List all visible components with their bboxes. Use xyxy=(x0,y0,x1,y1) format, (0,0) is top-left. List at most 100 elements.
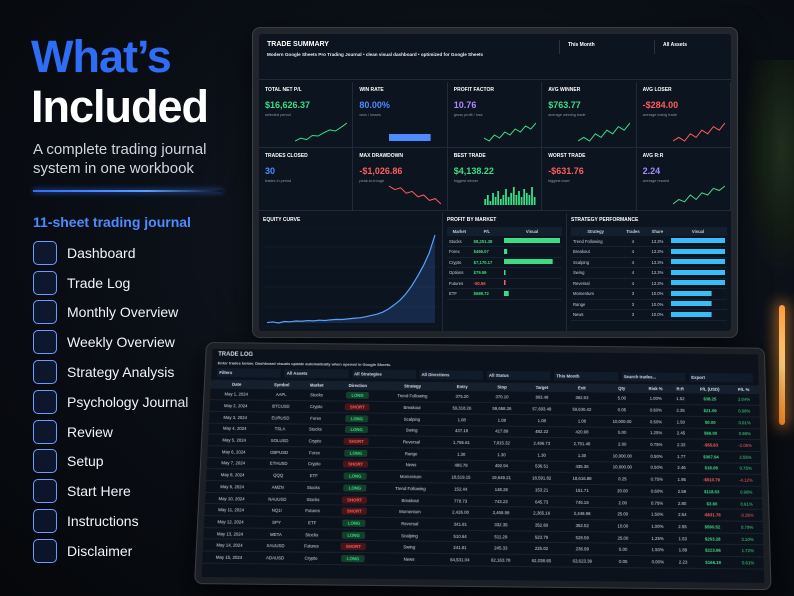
kpi-value: 80.00% xyxy=(359,100,390,110)
sheet-item: Setup xyxy=(33,447,188,477)
cell: $166.19 xyxy=(693,556,733,569)
cell: LONG xyxy=(332,389,383,402)
cell: 0.75% xyxy=(642,473,672,486)
strategy-row: Swing 4 13.3% xyxy=(571,267,727,279)
spark-bar xyxy=(497,191,499,205)
cell: Futures xyxy=(296,504,330,517)
share: 13.3% xyxy=(645,257,669,268)
pl-bar xyxy=(504,238,560,243)
sheet-item: Review xyxy=(33,417,188,447)
trades: 4 xyxy=(620,236,646,247)
visual-cell xyxy=(669,309,727,321)
cell: May 4, 2024 xyxy=(208,422,262,435)
cell: May 14, 2024 xyxy=(202,539,257,552)
share: 13.3% xyxy=(645,236,669,247)
cell: 1.30 xyxy=(521,448,562,461)
header-row: Strategy Trades Share Visual xyxy=(571,227,727,236)
market-pl: $7,170.17 xyxy=(471,257,502,268)
win-rate-fill xyxy=(389,134,431,141)
spark-bar xyxy=(520,197,523,205)
filter[interactable]: Export xyxy=(689,373,753,383)
cell: May 8, 2024 xyxy=(206,468,260,482)
filter[interactable]: All Directions xyxy=(419,370,484,380)
kpi-label: AVG LOSER xyxy=(642,87,672,93)
kpi-card: TRADES CLOSED 30 trades in period xyxy=(259,148,354,211)
filter[interactable]: Filters xyxy=(217,368,281,378)
filter[interactable]: All Assets xyxy=(284,368,349,379)
direction-chip: LONG xyxy=(341,554,365,563)
cell: 19,649.21 xyxy=(481,471,522,484)
kpi-label: MAX DRAWDOWN xyxy=(359,153,403,159)
market-pl: $8,251.38 xyxy=(471,236,502,247)
kpi-label: AVG WINNER xyxy=(548,87,581,93)
cell: 25.00 xyxy=(602,508,644,521)
kpi-value: $16,626.37 xyxy=(265,100,311,110)
filter[interactable]: This Month xyxy=(554,371,618,381)
cell: 2.46 xyxy=(670,462,693,474)
cell: 1.52 xyxy=(669,393,692,405)
sheet-name: Trade Log xyxy=(67,274,131,291)
panel-title: STRATEGY PERFORMANCE xyxy=(571,217,639,223)
cell: -2.06% xyxy=(729,439,761,452)
cell: 1.77 xyxy=(670,450,693,463)
visual-cell xyxy=(669,278,727,289)
direction-chip: LONG xyxy=(342,531,366,539)
sheet-icon xyxy=(33,419,57,444)
cell: 1.30 xyxy=(561,449,603,462)
sparkline-chart xyxy=(672,122,725,142)
visual-cell xyxy=(502,236,562,247)
subtitle: A complete trading journal system in one… xyxy=(33,141,207,177)
cell: SHORT xyxy=(330,458,382,471)
cell: 5.00 xyxy=(601,392,642,405)
visual-cell xyxy=(502,278,562,289)
cell: Stocks xyxy=(299,423,332,436)
spark-bar xyxy=(530,187,533,205)
cell: 25.00 xyxy=(602,531,644,544)
kpi-card: MAX DRAWDOWN -$1,026.86 peak-to-trough xyxy=(353,148,448,211)
cell: GBPUSD xyxy=(259,446,299,459)
strategy-row: Range 3 10.0% xyxy=(571,299,727,310)
filter[interactable]: All Strategies xyxy=(351,369,416,379)
filter[interactable]: Search trades... xyxy=(621,372,686,382)
direction-chip: SHORT xyxy=(343,437,369,446)
cell: 7,815.32 xyxy=(481,437,522,449)
cell: 510.64 xyxy=(439,529,481,543)
period-filter: This Month xyxy=(559,40,649,54)
sheet-icon xyxy=(33,389,57,414)
cell: 1.95 xyxy=(670,473,693,486)
cell: 2.23 xyxy=(672,556,695,569)
cell: 370.10 xyxy=(481,391,522,404)
cell: $3.60 xyxy=(692,497,732,510)
cell: 1.72% xyxy=(732,544,764,557)
cell: 420.98 xyxy=(561,426,603,439)
pl-bar xyxy=(504,280,506,286)
cell: May 5, 2024 xyxy=(207,434,261,447)
cell: 2.33 xyxy=(670,438,693,451)
cell: 352.52 xyxy=(561,519,603,532)
bar-track xyxy=(671,280,725,286)
cell: 5.00 xyxy=(602,543,644,556)
log-table: Date Symbol Market Direction Strategy Entry St… xyxy=(202,379,764,570)
column-header: Entry xyxy=(442,382,483,392)
kpi-card: WORST TRADE -$631.76 biggest loser xyxy=(542,148,637,211)
cell: -4.12% xyxy=(730,474,762,487)
column-header: Visual xyxy=(669,227,727,236)
filter[interactable]: All Status xyxy=(486,370,551,381)
cell: Breakout xyxy=(382,401,442,414)
strategy: Trend Following xyxy=(571,236,621,247)
cell: 0.75% xyxy=(642,438,671,451)
kpi-note: average winning trade xyxy=(548,113,586,117)
cell: 59,636.42 xyxy=(561,403,602,416)
cell: BTCUSD xyxy=(261,400,301,413)
market-pl: -$0.56 xyxy=(471,278,502,289)
cell: News xyxy=(380,459,442,472)
cell: Range xyxy=(381,447,442,460)
sparkline-chart xyxy=(672,185,725,205)
cell: 1.00% xyxy=(643,520,672,533)
kpi-card: AVG R:R 2.24 average reward xyxy=(636,148,731,211)
kpi-card: AVG LOSER -$284.00 average losing trade xyxy=(636,82,731,148)
market-row: Options $79.59 xyxy=(447,267,562,279)
spark-bar xyxy=(523,189,525,205)
cell: SHORT xyxy=(327,540,380,553)
cell: 2,365.16 xyxy=(521,507,562,520)
